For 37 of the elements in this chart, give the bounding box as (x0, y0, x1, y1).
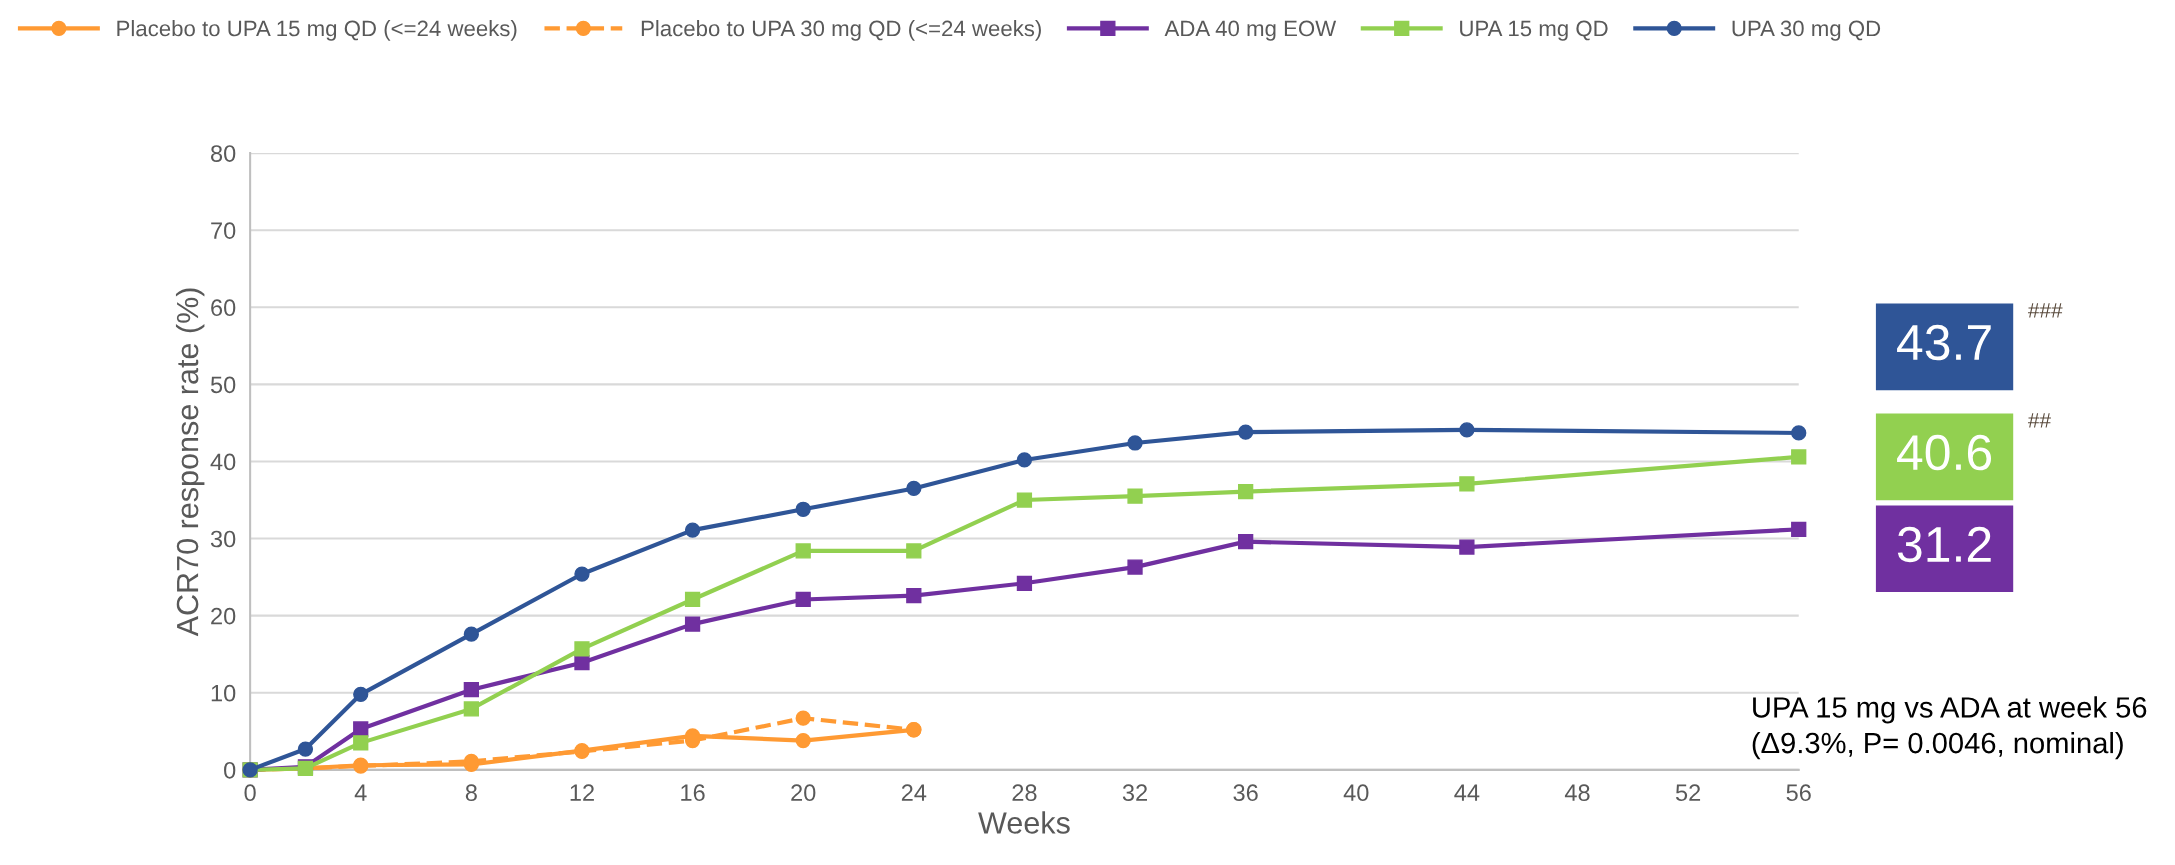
y-tick-label: 20 (211, 607, 236, 625)
x-tick-label: 16 (681, 784, 705, 802)
x-tick-label: 52 (1675, 784, 1701, 802)
y-tick-label: 0 (224, 761, 236, 779)
text: ## (2027, 413, 2051, 428)
x-tick-label: 56 (1786, 784, 1811, 802)
x-axis-title: Weeks (978, 811, 1070, 834)
y-tick-label: 10 (211, 684, 236, 702)
annotation: UPA 15 mg vs ADA at week 56 (Δ9.3%, P= 0.0046, nominal) (1752, 696, 2147, 760)
data-label: 31.2 (1897, 526, 1991, 563)
y-tick-label: 40 (210, 453, 236, 471)
x-tick-label: 24 (901, 784, 927, 801)
legend-label: UPA 30 mg QD (1732, 20, 1881, 41)
data-label: 43.7 (1897, 324, 1991, 361)
x-tick-label: 20 (791, 784, 816, 802)
legend-label: Placebo to UPA 30 mg QD (<=24 weeks) (641, 20, 1041, 41)
x-tick-label: 4 (354, 784, 367, 801)
y-tick-label: 60 (211, 299, 236, 317)
x-tick-label: 28 (1012, 784, 1037, 802)
x-tick-label: 44 (1454, 784, 1480, 801)
x-tick-label: 40 (1343, 784, 1369, 802)
y-tick-label: 80 (211, 145, 236, 162)
x-tick-label: 36 (1233, 784, 1258, 802)
text: ### (2027, 303, 2063, 318)
y-tick-label: 30 (210, 530, 236, 548)
legend-label: ADA 40 mg EOW (1164, 20, 1337, 41)
x-tick-label: 8 (465, 784, 477, 802)
x-tick-label: 32 (1122, 784, 1147, 802)
y-tick-label: 70 (211, 222, 236, 239)
y-tick-label: 50 (210, 376, 236, 394)
data-label: 40.6 (1897, 434, 1992, 471)
x-tick-label: 0 (244, 784, 256, 802)
y-axis-title: ACR70 response rate (%) (175, 288, 205, 637)
x-tick-label: 48 (1564, 784, 1590, 802)
x-tick-label: 12 (570, 784, 594, 801)
legend-label: Placebo to UPA 15 mg QD (<=24 weeks) (117, 20, 517, 41)
legend-label: UPA 15 mg QD (1460, 20, 1608, 41)
